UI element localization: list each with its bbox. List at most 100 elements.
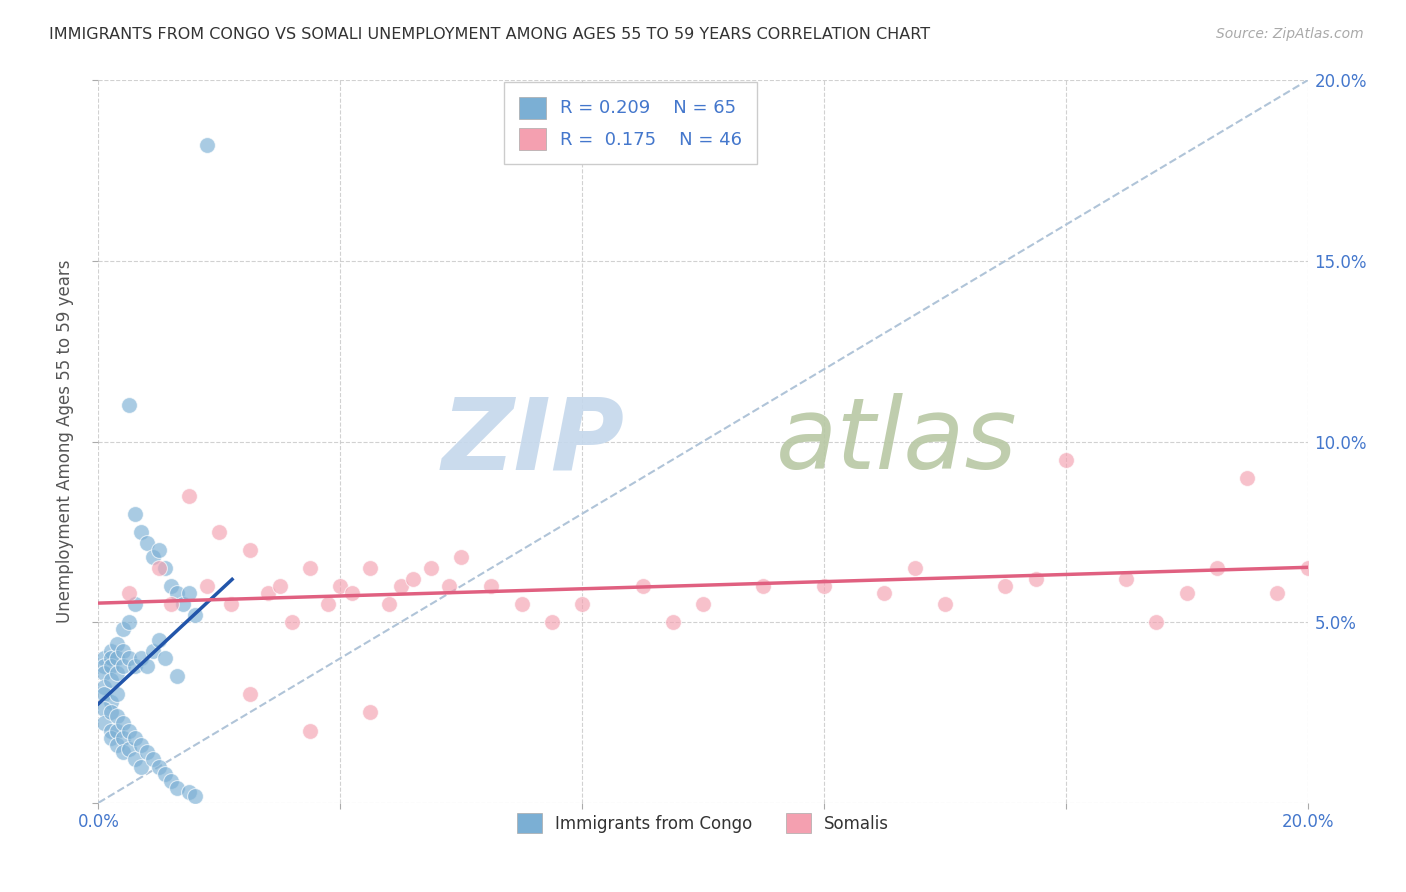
Point [179,586,201,600]
Point [129,760,152,774]
Point [873,586,896,600]
Point [142,550,165,565]
Point [256,586,278,600]
Point [148,633,170,648]
Text: IMMIGRANTS FROM CONGO VS SOMALI UNEMPLOYMENT AMONG AGES 55 TO 59 YEARS CORRELATI: IMMIGRANTS FROM CONGO VS SOMALI UNEMPLOY… [49,27,931,42]
Point [124,658,146,673]
Point [239,542,262,557]
Point [100,695,122,709]
Point [142,752,165,766]
Point [111,644,134,658]
Point [148,561,170,575]
Point [105,738,128,752]
Point [420,561,443,575]
Point [124,507,146,521]
Point [813,579,835,593]
Point [93,658,115,673]
Point [100,644,122,658]
Point [377,597,399,611]
Point [540,615,562,630]
Point [281,615,304,630]
Point [93,716,115,731]
Point [316,597,339,611]
Point [135,658,157,673]
Point [329,579,352,593]
Point [208,524,231,539]
Point [105,665,128,680]
Point [93,651,115,665]
Point [571,597,593,611]
Text: Source: ZipAtlas.com: Source: ZipAtlas.com [1216,27,1364,41]
Point [631,579,654,593]
Point [299,561,322,575]
Text: ZIP: ZIP [441,393,624,490]
Point [1267,586,1289,600]
Point [1115,572,1137,586]
Point [166,586,188,600]
Point [105,651,128,665]
Point [111,731,134,745]
Point [481,579,503,593]
Point [124,731,146,745]
Point [221,597,243,611]
Point [1296,561,1319,575]
Point [100,731,122,745]
Point [148,760,170,774]
Point [118,723,141,738]
Point [402,572,425,586]
Point [160,579,183,593]
Point [93,702,115,716]
Legend: Immigrants from Congo, Somalis: Immigrants from Congo, Somalis [505,801,901,845]
Point [1175,586,1198,600]
Point [239,687,262,701]
Point [342,586,364,600]
Point [166,781,188,796]
Point [752,579,775,593]
Point [904,561,927,575]
Point [111,658,134,673]
Point [153,767,176,781]
Point [100,673,122,687]
Point [129,738,152,752]
Point [1144,615,1167,630]
Point [118,651,141,665]
Point [661,615,683,630]
Point [153,651,176,665]
Point [142,644,165,658]
Point [100,723,122,738]
Point [1054,452,1077,467]
Point [195,579,218,593]
Point [148,542,170,557]
Point [100,658,122,673]
Point [179,785,201,799]
Point [692,597,714,611]
Point [105,637,128,651]
Point [179,489,201,503]
Point [129,524,152,539]
Point [135,745,157,759]
Point [111,623,134,637]
Point [100,706,122,720]
Point [105,687,128,701]
Point [184,607,207,622]
Point [934,597,956,611]
Point [111,745,134,759]
Point [118,398,141,412]
Point [360,561,382,575]
Point [111,716,134,731]
Point [437,579,460,593]
Point [360,706,382,720]
Point [105,723,128,738]
Point [153,561,176,575]
Point [184,789,207,803]
Point [118,615,141,630]
Point [105,709,128,723]
Point [124,752,146,766]
Point [93,680,115,694]
Point [160,774,183,789]
Point [299,723,322,738]
Point [135,535,157,549]
Point [129,651,152,665]
Point [1024,572,1046,586]
Point [93,665,115,680]
